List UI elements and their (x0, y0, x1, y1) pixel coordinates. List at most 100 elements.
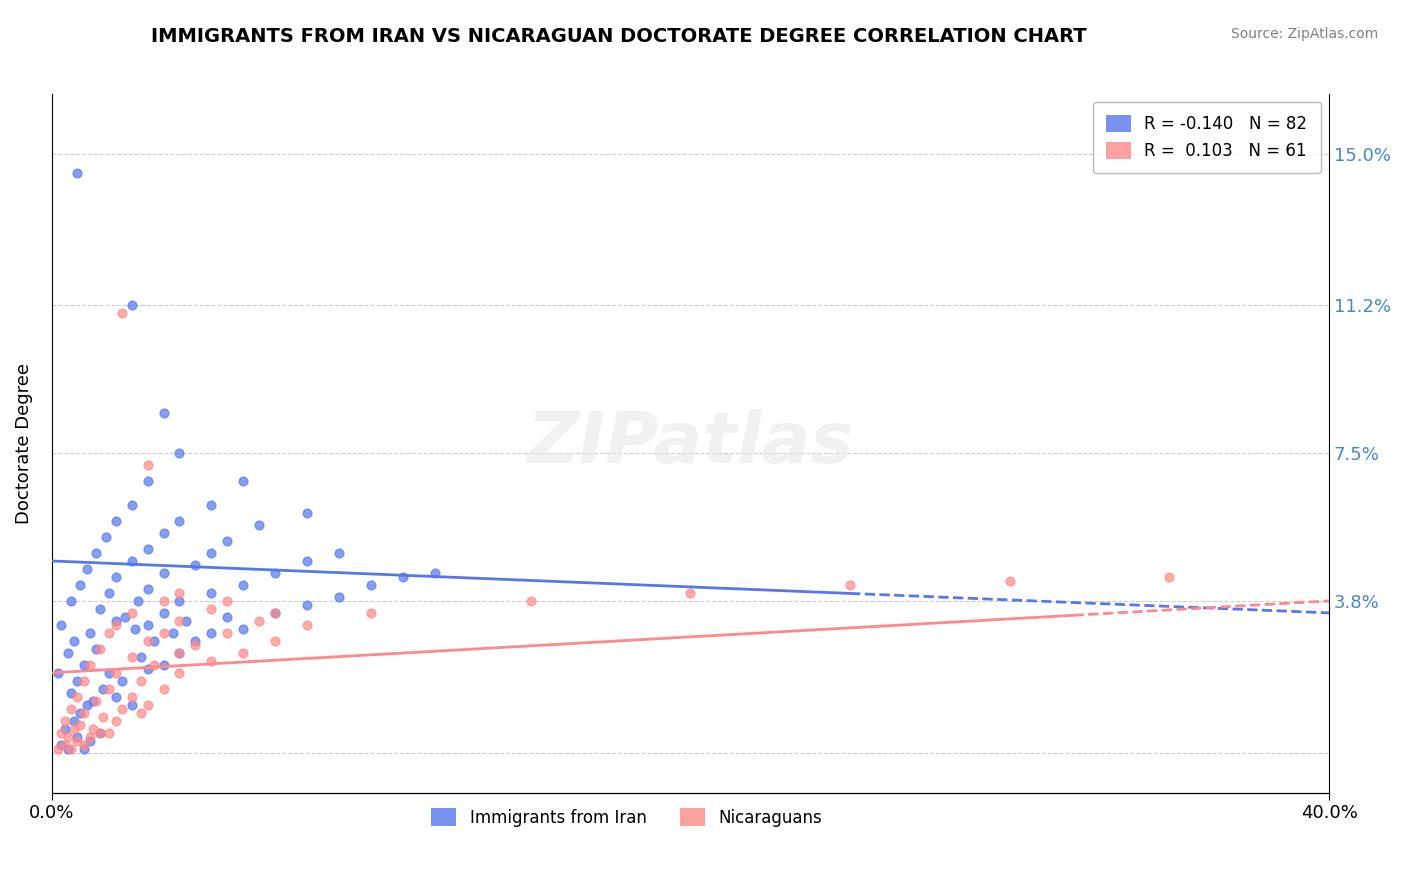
Point (69, 578, 91, 592)
Point (79, 733, 101, 747)
Point (232, 578, 254, 592)
Point (56, 730, 79, 744)
Point (91, 681, 114, 696)
Point (104, 690, 127, 704)
Point (136, 633, 159, 648)
Point (232, 622, 254, 636)
Point (184, 638, 207, 652)
Point (423, 566, 446, 580)
Point (264, 633, 287, 648)
Point (142, 657, 165, 672)
Point (295, 618, 318, 632)
Point (59, 741, 82, 756)
Point (79, 730, 101, 744)
Point (184, 633, 207, 648)
Point (51, 725, 73, 739)
Point (46, 741, 69, 756)
Point (200, 625, 222, 640)
Y-axis label: Doctorate Degree: Doctorate Degree (15, 363, 32, 524)
Point (169, 594, 191, 608)
Text: Source: ZipAtlas.com: Source: ZipAtlas.com (1230, 27, 1378, 41)
Point (998, 574, 1021, 588)
Point (121, 690, 143, 704)
Point (98, 725, 121, 739)
Point (1159, 570, 1181, 584)
Point (76, 698, 98, 712)
Point (152, 606, 174, 620)
Point (129, 673, 152, 688)
Point (73, 741, 96, 756)
Legend: Immigrants from Iran, Nicaraguans: Immigrants from Iran, Nicaraguans (425, 802, 828, 833)
Point (121, 554, 143, 568)
Point (104, 570, 127, 584)
Point (121, 498, 143, 512)
Point (247, 518, 270, 533)
Point (174, 614, 197, 628)
Point (98, 681, 121, 696)
Point (328, 590, 350, 604)
Point (136, 474, 159, 488)
Point (91, 710, 114, 724)
Point (679, 586, 702, 600)
Point (169, 514, 191, 528)
Point (295, 598, 318, 612)
Point (152, 625, 174, 640)
Point (360, 606, 382, 620)
Point (66, 690, 89, 704)
Point (152, 526, 174, 541)
Point (247, 614, 270, 628)
Point (232, 474, 254, 488)
Point (66, 733, 89, 747)
Point (56, 741, 79, 756)
Point (104, 514, 127, 528)
Point (114, 610, 136, 624)
Point (392, 570, 415, 584)
Point (63, 722, 86, 736)
Point (264, 566, 287, 580)
Point (217, 594, 239, 608)
Point (98, 625, 121, 640)
Point (104, 618, 127, 632)
Point (200, 602, 222, 616)
Point (136, 618, 159, 632)
Point (121, 298, 143, 312)
Point (136, 458, 159, 472)
Point (89, 641, 111, 656)
Point (519, 594, 541, 608)
Point (86, 694, 108, 708)
Point (73, 657, 96, 672)
Point (295, 554, 318, 568)
Point (217, 533, 239, 548)
Point (152, 681, 174, 696)
Point (184, 558, 207, 572)
Point (162, 625, 184, 640)
Point (295, 506, 318, 520)
Point (127, 594, 149, 608)
Point (121, 649, 143, 664)
Point (53, 714, 76, 728)
Point (66, 673, 89, 688)
Point (66, 730, 89, 744)
Point (152, 657, 174, 672)
Point (82, 722, 104, 736)
Point (121, 698, 143, 712)
Point (51, 738, 73, 752)
Point (232, 646, 254, 660)
Point (89, 725, 111, 739)
Point (264, 606, 287, 620)
Point (111, 306, 134, 320)
Point (152, 406, 174, 420)
Point (136, 662, 159, 676)
Point (76, 562, 98, 576)
Point (59, 594, 82, 608)
Point (121, 606, 143, 620)
Point (63, 714, 86, 728)
Text: IMMIGRANTS FROM IRAN VS NICARAGUAN DOCTORATE DEGREE CORRELATION CHART: IMMIGRANTS FROM IRAN VS NICARAGUAN DOCTO… (150, 27, 1087, 45)
Point (360, 578, 382, 592)
Point (200, 654, 222, 668)
Point (136, 698, 159, 712)
Point (66, 166, 89, 180)
Point (53, 738, 76, 752)
Point (69, 706, 91, 720)
Point (264, 606, 287, 620)
